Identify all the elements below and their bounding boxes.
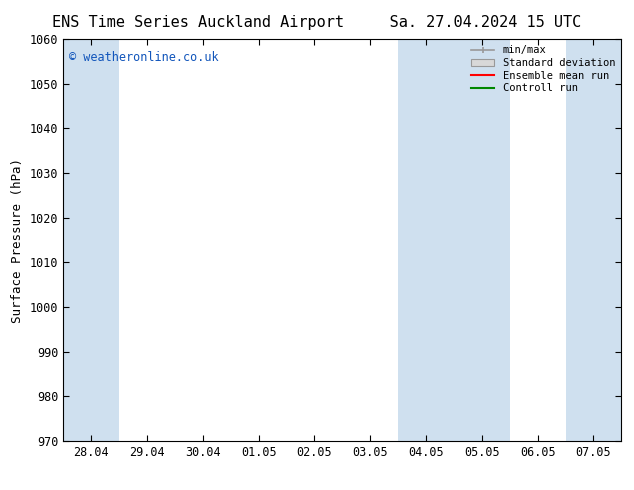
Bar [63, 39, 119, 441]
Legend: min/max, Standard deviation, Ensemble mean run, Controll run: min/max, Standard deviation, Ensemble me… [467, 41, 619, 98]
Y-axis label: Surface Pressure (hPa): Surface Pressure (hPa) [11, 158, 25, 322]
Bar [398, 39, 454, 441]
Bar [454, 39, 510, 441]
Bar [566, 39, 621, 441]
Text: ENS Time Series Auckland Airport     Sa. 27.04.2024 15 UTC: ENS Time Series Auckland Airport Sa. 27.… [53, 15, 581, 30]
Text: © weatheronline.co.uk: © weatheronline.co.uk [69, 51, 219, 64]
